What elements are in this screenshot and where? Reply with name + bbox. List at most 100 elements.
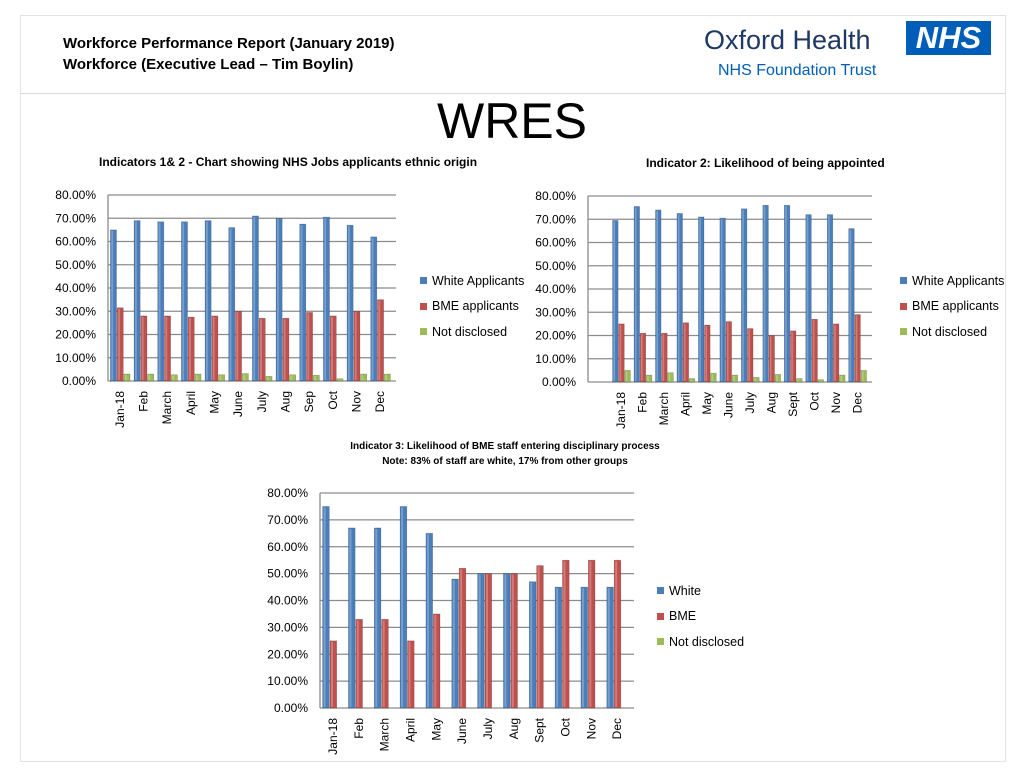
bar-not-disclosed xyxy=(774,374,781,383)
bar-highlight xyxy=(797,379,800,381)
bar-not-disclosed xyxy=(688,378,696,383)
bar-bme-applicants xyxy=(790,330,797,383)
x-tick-label: Feb xyxy=(137,391,151,412)
bar-white-applicants xyxy=(204,220,212,382)
bar-highlight xyxy=(834,324,836,381)
x-tick-label: Jan-18 xyxy=(614,392,628,429)
bar-not-disclosed xyxy=(753,377,760,383)
bar-highlight xyxy=(314,376,317,380)
bar-not-disclosed xyxy=(241,373,249,382)
bar-highlight xyxy=(763,206,766,381)
bar-bme-applicants xyxy=(833,323,840,383)
bar-white-applicants xyxy=(741,208,748,383)
x-tick-label: May xyxy=(208,391,222,414)
bar-highlight xyxy=(236,312,239,380)
bar-not-disclosed xyxy=(312,374,320,382)
chart3-title: Indicator 3: Likelihood of BME staff ent… xyxy=(350,441,660,452)
chart1-title: Indicators 1& 2 - Chart showing NHS Jobs… xyxy=(99,155,478,169)
legend-swatch xyxy=(900,302,907,310)
bar-highlight xyxy=(537,566,540,707)
bar-highlight xyxy=(705,326,708,381)
legend-label: Not disclosed xyxy=(432,324,508,339)
y-tick-label: 10.00% xyxy=(267,674,308,688)
legend-swatch xyxy=(900,277,907,285)
bar-highlight xyxy=(478,574,481,707)
legend-swatch xyxy=(420,302,427,310)
bar-white-applicants xyxy=(676,213,683,383)
legend-item: BME applicants xyxy=(900,294,1004,320)
bar-highlight xyxy=(324,218,327,380)
bar-bme xyxy=(536,565,544,709)
bar-highlight xyxy=(452,580,455,707)
y-tick-label: 20.00% xyxy=(267,647,308,661)
x-tick-label: March xyxy=(378,718,392,751)
bar-highlight xyxy=(625,371,628,381)
legend-swatch xyxy=(657,638,664,646)
bar-white-applicants xyxy=(698,216,705,383)
bar-highlight xyxy=(668,373,671,381)
x-tick-label: Feb xyxy=(636,392,650,413)
bar-bme-applicants xyxy=(140,315,148,382)
x-tick-label: Dec xyxy=(850,392,864,413)
legend-item: Not disclosed xyxy=(420,319,524,345)
chart3-legend: White BME Not disclosed xyxy=(657,578,744,655)
x-tick-label: June xyxy=(455,718,469,744)
bar-not-disclosed xyxy=(147,373,155,382)
bar-highlight xyxy=(849,229,852,381)
bar-white-applicants xyxy=(346,224,354,382)
bar-white-applicants xyxy=(633,206,640,383)
bar-not-disclosed xyxy=(710,372,717,383)
bar-highlight xyxy=(378,300,381,380)
legend-swatch xyxy=(657,612,664,620)
y-tick-label: 0.00% xyxy=(274,701,308,715)
legend-item: BME applicants xyxy=(420,294,524,320)
bar-bme-applicants xyxy=(768,335,775,383)
bar-highlight xyxy=(556,588,559,707)
bar-white-applicants xyxy=(612,220,619,383)
y-tick-label: 20.00% xyxy=(55,328,96,342)
bar-highlight xyxy=(172,375,175,380)
bar-highlight xyxy=(754,378,757,381)
bar-highlight xyxy=(434,614,437,707)
x-tick-label: May xyxy=(429,718,443,741)
nhs-logo: NHS xyxy=(906,21,991,55)
x-tick-label: Aug xyxy=(279,391,293,412)
bar-highlight xyxy=(511,574,514,707)
bar-white xyxy=(399,506,408,709)
y-tick-label: 60.00% xyxy=(535,236,576,250)
bar-bme xyxy=(458,567,467,709)
bar-not-disclosed xyxy=(383,373,391,382)
logo-subtitle: NHS Foundation Trust xyxy=(718,62,877,79)
x-tick-label: Aug xyxy=(507,718,521,739)
bar-bme xyxy=(433,613,441,709)
y-tick-label: 60.00% xyxy=(55,235,96,249)
y-tick-label: 70.00% xyxy=(55,211,96,225)
legend-label: BME xyxy=(669,609,697,624)
bar-white-applicants xyxy=(299,223,307,382)
bar-highlight xyxy=(504,574,507,707)
chart2: 0.00% 10.00% 20.00% 30.00% 40.00% 50.00% 60.00… xyxy=(535,189,872,429)
y-tick-label: 10.00% xyxy=(55,351,96,365)
legend-item: White xyxy=(657,578,744,604)
report-subtitle: Workforce (Executive Lead – Tim Boylin) xyxy=(63,56,354,73)
bar-white-applicants xyxy=(157,221,165,382)
chart1: 0.00% 10.00% 20.00% 30.00% 40.00% 50.00% 60.00… xyxy=(55,188,396,428)
bar-white-applicants xyxy=(110,229,117,382)
bar-white-applicants xyxy=(826,214,834,383)
bar-not-disclosed xyxy=(123,373,131,382)
legend-label: BME applicants xyxy=(912,299,999,314)
bar-highlight xyxy=(330,641,333,707)
y-tick-label: 30.00% xyxy=(535,305,576,319)
bar-highlight xyxy=(563,561,566,707)
bar-highlight xyxy=(640,334,643,381)
bar-highlight xyxy=(266,377,269,380)
x-tick-label: April xyxy=(403,718,417,742)
bar-highlight xyxy=(615,561,618,707)
y-tick-label: 40.00% xyxy=(267,594,308,608)
x-tick-label: Nov xyxy=(350,391,364,412)
y-tick-label: 50.00% xyxy=(55,258,96,272)
bar-highlight xyxy=(581,588,584,707)
bar-highlight xyxy=(656,210,658,381)
chart2-title: Indicator 2: Likelihood of being appoint… xyxy=(646,156,885,170)
y-tick-label: 30.00% xyxy=(55,304,96,318)
